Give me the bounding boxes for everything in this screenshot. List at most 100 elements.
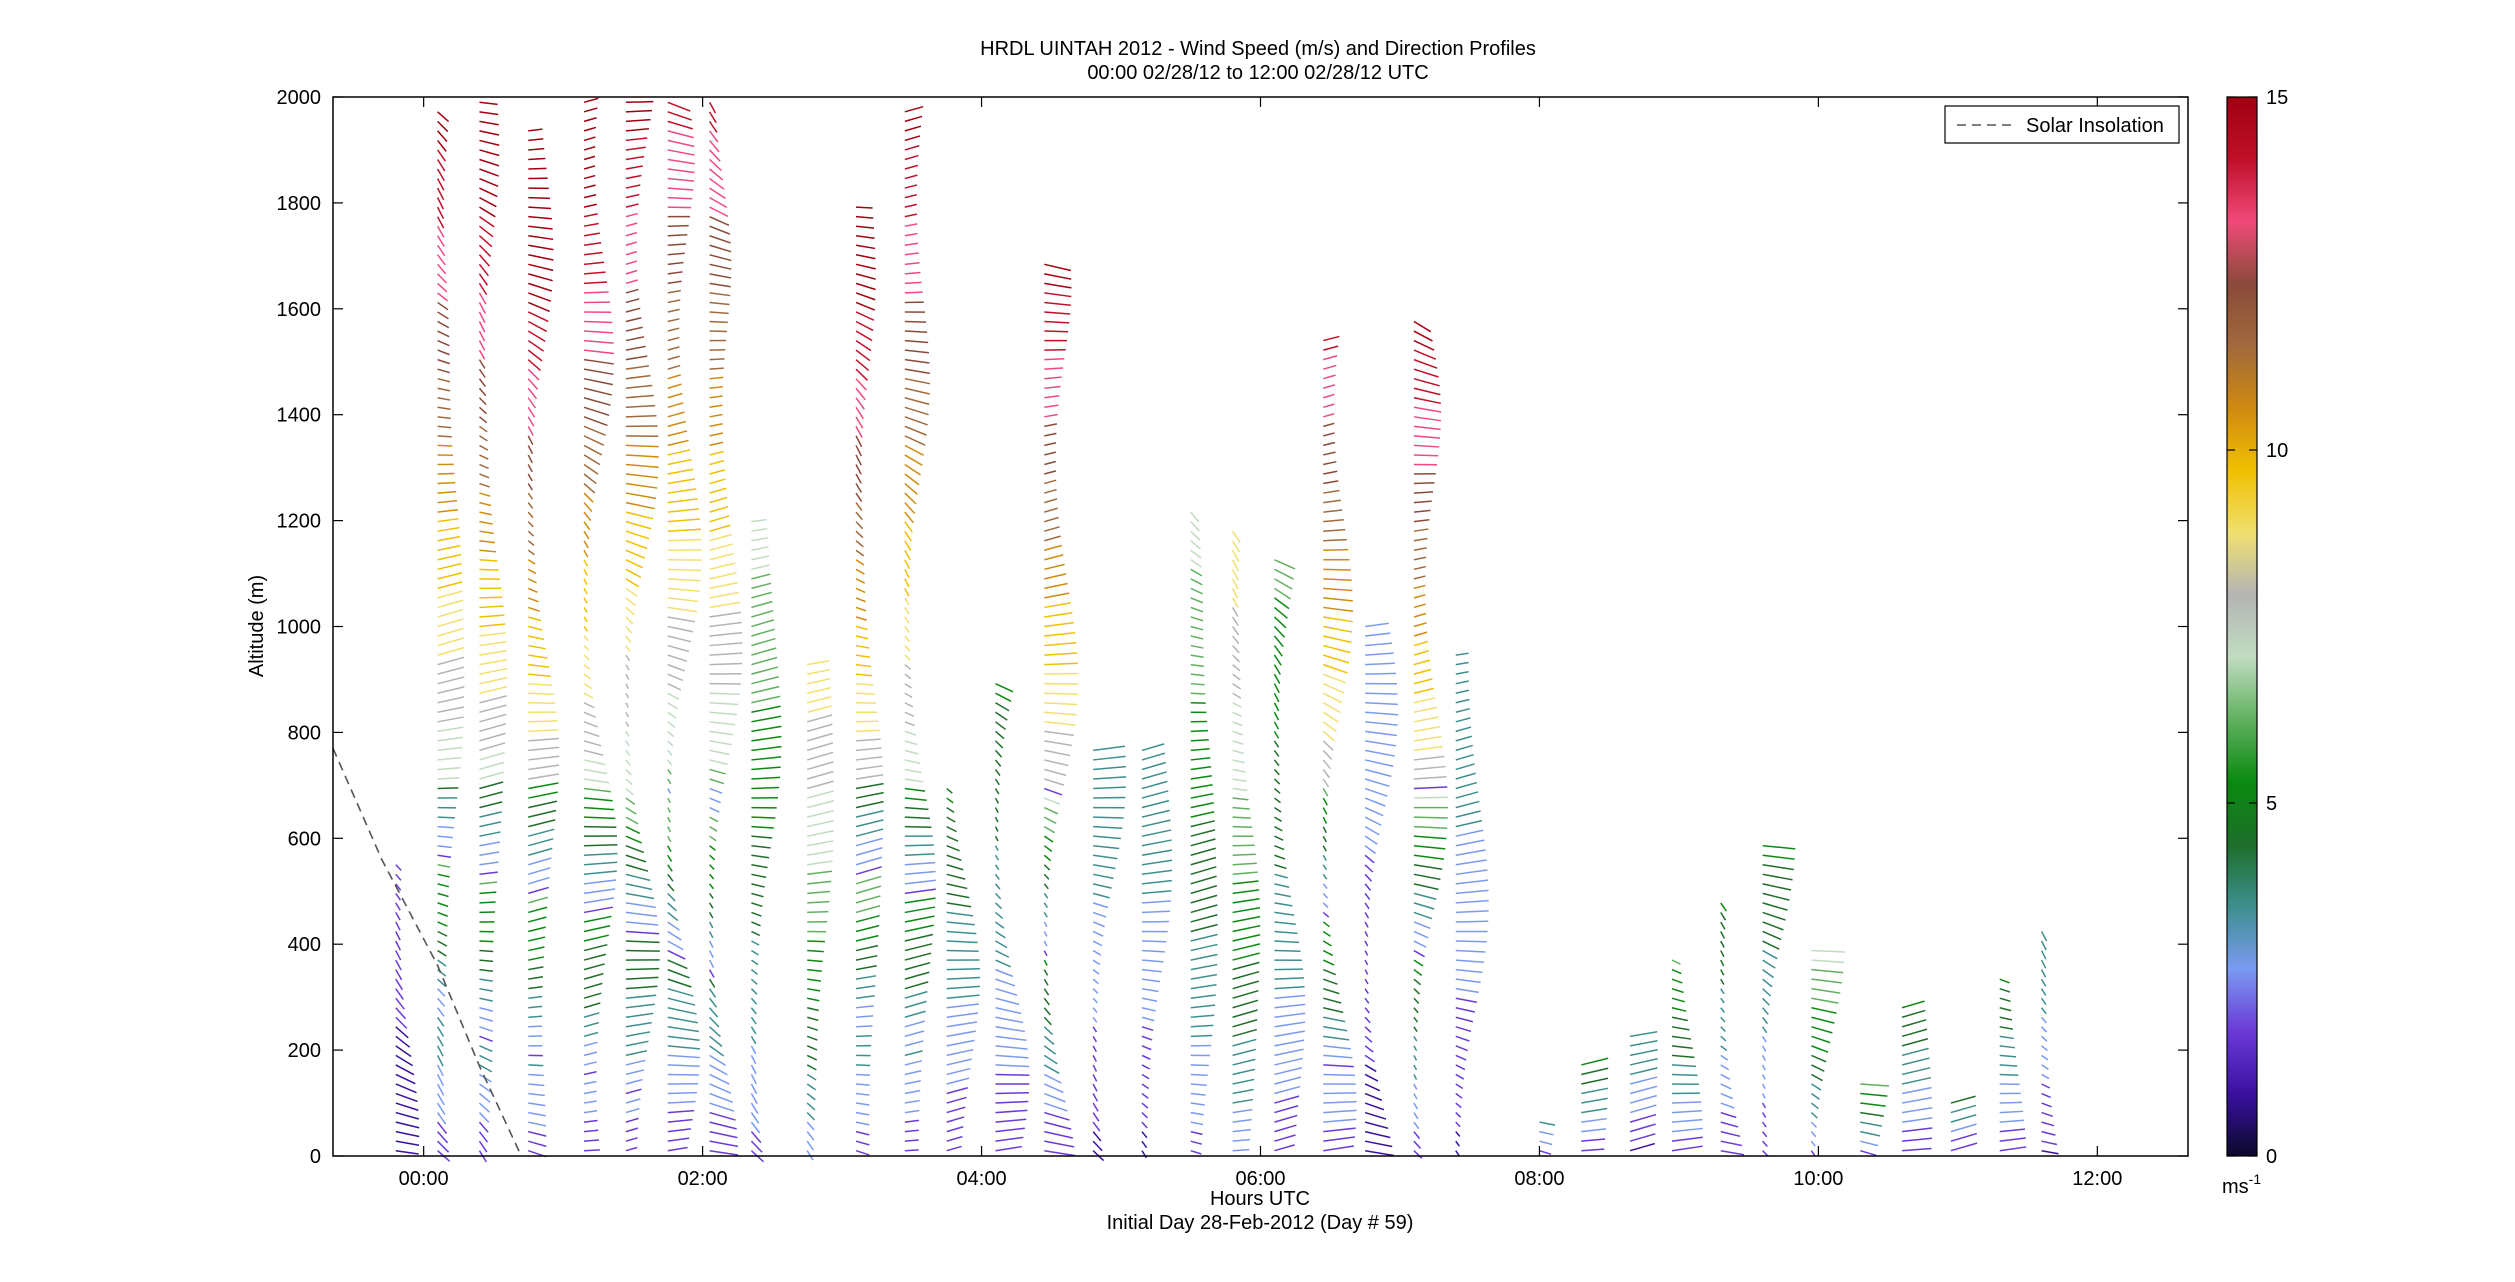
wind-barb [479, 705, 506, 712]
wind-barb [751, 1046, 755, 1054]
wind-barb [1414, 679, 1432, 684]
wind-barb [1414, 1122, 1419, 1129]
wind-barb [1044, 1151, 1075, 1156]
wind-barb [856, 426, 862, 437]
wind-barb [528, 1016, 542, 1017]
wind-barb [1721, 1046, 1727, 1051]
wind-barb [1414, 322, 1431, 332]
wind-barb [1323, 569, 1350, 570]
wind-barb [1414, 865, 1442, 870]
wind-barb [856, 721, 878, 722]
wind-barb [584, 1003, 600, 1008]
wind-barb [1323, 769, 1329, 777]
wind-barb [996, 722, 1006, 730]
wind-barb [584, 916, 611, 922]
wind-barb [1323, 655, 1349, 663]
wind-barb [1044, 377, 1061, 379]
wind-barb [1365, 941, 1368, 946]
wind-barb [1902, 1039, 1928, 1046]
wind-barb [996, 827, 998, 832]
wind-barb [1233, 1140, 1250, 1142]
wind-barb [1233, 655, 1240, 662]
wind-barb [1044, 1027, 1052, 1035]
wind-barb [1721, 979, 1724, 984]
wind-barb [479, 1132, 487, 1143]
wind-barb [626, 484, 657, 489]
wind-barb [1142, 1074, 1149, 1078]
wind-barb [2042, 1065, 2049, 1069]
wind-barb [1044, 865, 1049, 870]
wind-barb [1274, 922, 1295, 924]
wind-barb [584, 569, 587, 575]
wind-barb [905, 769, 922, 772]
wind-barb [1414, 585, 1425, 588]
wind-barb [396, 989, 404, 1000]
wind-barb [1323, 1102, 1356, 1103]
wind-barb [528, 550, 534, 554]
wind-barb [1902, 1078, 1931, 1084]
wind-barb [1902, 1020, 1926, 1027]
wind-barb [438, 1008, 445, 1017]
wind-barb [947, 808, 954, 813]
wind-barb [1456, 860, 1487, 865]
wind-barb [528, 937, 545, 941]
y-axis-label: Altitude (m) [246, 575, 268, 677]
wind-barb [1414, 557, 1426, 560]
wind-barb [1323, 912, 1328, 917]
wind-barb [479, 312, 485, 323]
wind-barb [1811, 1141, 1815, 1146]
wind-barb [1581, 1109, 1607, 1113]
wind-barb [905, 789, 925, 792]
wind-barb [396, 1141, 419, 1145]
wind-barb [1414, 379, 1440, 386]
wind-barb [905, 1140, 919, 1141]
wind-barb [710, 264, 732, 269]
wind-barb [584, 1052, 597, 1055]
wind-barb [528, 149, 544, 150]
wind-barb [438, 628, 464, 636]
wind-barb [710, 722, 736, 725]
wind-barb [1191, 1005, 1215, 1008]
wind-barb [1414, 1065, 1417, 1070]
wind-barb [1763, 1103, 1766, 1108]
wind-barb [905, 617, 909, 623]
wind-barb [668, 309, 680, 312]
wind-barb [528, 665, 549, 668]
wind-barb [856, 493, 862, 501]
wind-barb [905, 703, 913, 707]
wind-barb [1630, 1059, 1657, 1065]
wind-barb [1093, 865, 1115, 869]
wind-barb [396, 1151, 419, 1154]
wind-barb [1456, 941, 1487, 942]
wind-barb [1323, 646, 1350, 653]
wind-barb [1044, 623, 1074, 627]
wind-barb [1721, 1113, 1736, 1118]
wind-barb [1093, 756, 1125, 760]
wind-barb [438, 445, 453, 446]
wind-barb [584, 436, 604, 445]
wind-barb [626, 560, 643, 568]
wind-barb [905, 588, 909, 596]
wind-barb [905, 598, 909, 605]
wind-profile-column [438, 112, 465, 1162]
wind-barb [905, 243, 918, 245]
wind-barb [528, 388, 536, 399]
wind-barb [856, 484, 861, 493]
wind-barb [1191, 512, 1199, 522]
wind-barb [438, 537, 460, 541]
wind-barb [668, 970, 690, 978]
wind-barb [1093, 931, 1103, 936]
wind-barb [1456, 690, 1469, 693]
wind-barb [905, 898, 936, 903]
wind-barb [1044, 1084, 1063, 1092]
wind-barb [626, 969, 659, 970]
wind-barb [528, 302, 549, 311]
wind-profile-column [1093, 746, 1126, 1160]
wind-barb [710, 497, 728, 502]
wind-barb [1323, 1137, 1355, 1141]
wind-barb [1902, 1058, 1929, 1065]
wind-barb [1191, 1035, 1213, 1036]
wind-barb [584, 1023, 599, 1027]
wind-barb [584, 1032, 598, 1036]
wind-barb [626, 299, 639, 303]
